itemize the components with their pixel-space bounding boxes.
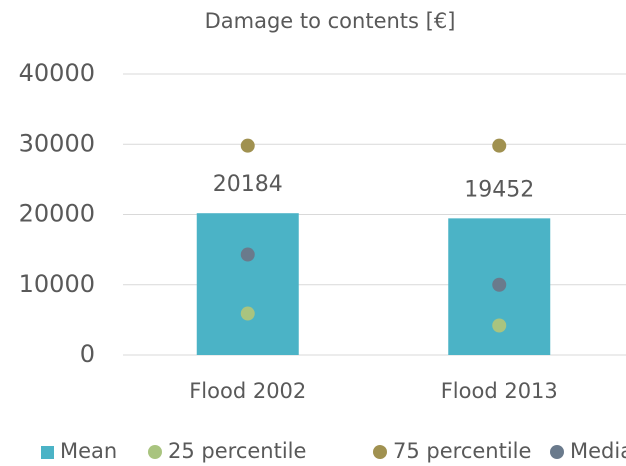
point: [240, 138, 255, 153]
x-tick-label: Flood 2013: [441, 379, 558, 403]
data-label: 19452: [464, 177, 534, 202]
legend-swatch: [148, 445, 162, 459]
x-tick-label: Flood 2002: [189, 379, 306, 403]
point: [492, 138, 507, 153]
point: [492, 277, 507, 292]
point: [240, 247, 255, 262]
y-tick-label: 40000: [19, 59, 95, 87]
y-tick-label: 20000: [19, 200, 95, 228]
legend-label: Median: [570, 439, 626, 463]
legend-swatch: [550, 445, 564, 459]
point: [492, 318, 507, 333]
point: [240, 306, 255, 321]
y-tick-label: 30000: [19, 129, 95, 157]
chart-title: Damage to contents [€]: [205, 9, 456, 33]
y-tick-label: 0: [80, 340, 95, 368]
legend-swatch: [373, 445, 387, 459]
legend-label: 25 percentile: [168, 439, 306, 463]
legend-label: 75 percentile: [393, 439, 531, 463]
legend-label: Mean: [60, 439, 117, 463]
bar: [196, 213, 299, 355]
data-label: 20184: [213, 172, 283, 197]
legend-swatch: [41, 446, 54, 459]
y-tick-label: 10000: [19, 270, 95, 298]
